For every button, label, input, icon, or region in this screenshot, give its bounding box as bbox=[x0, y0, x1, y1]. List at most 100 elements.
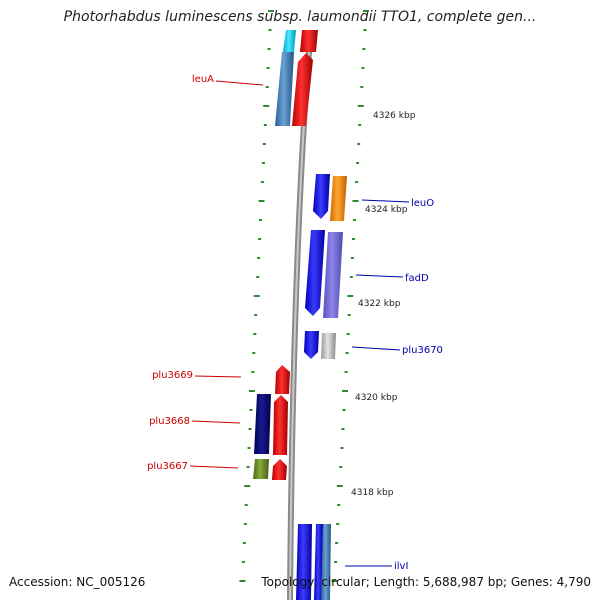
outer-tick bbox=[248, 390, 255, 392]
kbp-label-4320: 4320 kbp bbox=[355, 393, 398, 403]
inner-tick bbox=[353, 219, 356, 221]
inner-tick bbox=[357, 105, 364, 107]
gene-plu3670-grey bbox=[321, 333, 336, 359]
outer-tick bbox=[247, 447, 251, 449]
inner-tick bbox=[339, 466, 343, 468]
outer-tick bbox=[243, 523, 247, 525]
outer-tick bbox=[265, 86, 269, 88]
inner-tick-ring bbox=[331, 10, 369, 582]
inner-tick bbox=[356, 162, 360, 164]
inner-tick bbox=[360, 86, 364, 88]
inner-tick bbox=[341, 428, 345, 430]
inner-tick bbox=[351, 238, 355, 240]
gene-plu3670-blue bbox=[304, 331, 319, 359]
inner-tick bbox=[337, 504, 341, 506]
outer-tick-ring bbox=[239, 10, 274, 582]
kbp-label-4324: 4324 kbp bbox=[365, 205, 408, 215]
gene-leuA-steel bbox=[275, 52, 294, 126]
topology-text: Topology: circular; Length: 5,688,987 bp… bbox=[261, 575, 591, 589]
inner-tick bbox=[347, 314, 351, 316]
gene-ilvI-blue-2 bbox=[314, 524, 323, 600]
outer-tick bbox=[262, 143, 266, 145]
inner-tick bbox=[331, 580, 338, 582]
outer-tick bbox=[254, 314, 258, 316]
gene-fadD-blue bbox=[305, 230, 325, 316]
leader-leuA bbox=[215, 80, 264, 86]
left-gene-labels: leuA plu3669 plu3668 plu3667 bbox=[147, 74, 264, 472]
outer-tick bbox=[252, 352, 256, 354]
outer-tick bbox=[246, 466, 250, 468]
outer-tick bbox=[248, 428, 252, 430]
label-plu3669[interactable]: plu3669 bbox=[152, 370, 193, 381]
outer-tick bbox=[242, 542, 246, 544]
outer-tick bbox=[263, 105, 270, 107]
leader-plu3667 bbox=[189, 465, 239, 469]
outer-tick bbox=[239, 580, 246, 582]
label-plu3668[interactable]: plu3668 bbox=[149, 416, 190, 427]
label-plu3667[interactable]: plu3667 bbox=[147, 461, 188, 472]
gene-cyan-top bbox=[283, 30, 296, 52]
leader-leuO bbox=[361, 199, 410, 203]
outer-tick bbox=[259, 219, 262, 221]
inner-tick bbox=[355, 181, 359, 183]
outer-tick bbox=[268, 29, 272, 31]
inner-tick bbox=[358, 124, 362, 126]
outer-tick bbox=[249, 409, 253, 411]
label-leuA[interactable]: leuA bbox=[192, 74, 214, 85]
leader-plu3669 bbox=[194, 375, 242, 378]
inner-tick bbox=[361, 67, 365, 69]
gene-plu3669 bbox=[275, 365, 290, 394]
inner-tick bbox=[357, 143, 361, 145]
inner-tick bbox=[334, 561, 338, 563]
outer-tick bbox=[261, 162, 265, 164]
inner-tick bbox=[342, 409, 346, 411]
gene-ilvI-blue-1 bbox=[296, 524, 312, 600]
outer-tick bbox=[241, 561, 245, 563]
gene-red-top bbox=[300, 30, 318, 52]
kbp-label-4322: 4322 kbp bbox=[358, 299, 401, 309]
map-title: Photorhabdus luminescens subsp. laumondi… bbox=[63, 9, 537, 25]
outer-tick bbox=[260, 181, 264, 183]
gene-plu3668-red bbox=[273, 395, 288, 455]
outer-tick bbox=[244, 504, 248, 506]
inner-tick bbox=[362, 48, 366, 50]
kbp-scale: 4326 kbp 4324 kbp 4322 kbp 4320 kbp 4318… bbox=[351, 111, 416, 498]
gene-plu3668-navy bbox=[254, 394, 271, 454]
outer-tick bbox=[267, 48, 271, 50]
inner-tick bbox=[342, 390, 348, 392]
inner-tick bbox=[352, 200, 359, 202]
gene-ilvI-steel bbox=[321, 524, 331, 600]
inner-tick bbox=[345, 352, 349, 354]
label-fadD[interactable]: fadD bbox=[405, 273, 429, 284]
label-ilvI[interactable]: ilvI bbox=[394, 561, 408, 572]
leader-plu3668 bbox=[191, 420, 241, 424]
outer-tick bbox=[266, 67, 270, 69]
inner-tick bbox=[344, 371, 348, 373]
gene-plu3667-olive bbox=[253, 459, 269, 479]
right-gene-labels: leuO fadD plu3670 ilvI bbox=[345, 198, 443, 572]
leader-plu3670 bbox=[351, 346, 401, 351]
inner-tick bbox=[350, 257, 354, 259]
label-leuO[interactable]: leuO bbox=[411, 198, 434, 209]
accession-text: Accession: NC_005126 bbox=[9, 575, 146, 589]
inner-tick bbox=[336, 485, 343, 487]
outer-tick bbox=[257, 257, 261, 259]
gene-leuO-blue bbox=[313, 174, 330, 219]
gene-leuA-red bbox=[292, 53, 313, 126]
outer-tick bbox=[244, 485, 251, 487]
outer-tick bbox=[268, 10, 274, 12]
label-plu3670[interactable]: plu3670 bbox=[402, 345, 443, 356]
inner-tick bbox=[340, 447, 344, 449]
outer-tick bbox=[258, 238, 262, 240]
inner-tick bbox=[363, 29, 367, 31]
gene-leuO-orange bbox=[330, 176, 347, 221]
outer-tick bbox=[253, 333, 257, 335]
gene-fadD-purple bbox=[323, 232, 343, 318]
inner-tick bbox=[363, 10, 369, 12]
gene-plu3667-red bbox=[272, 459, 287, 480]
outer-tick bbox=[256, 276, 260, 278]
inner-tick bbox=[335, 542, 339, 544]
outer-tick bbox=[258, 200, 265, 202]
inner-tick bbox=[346, 333, 350, 335]
